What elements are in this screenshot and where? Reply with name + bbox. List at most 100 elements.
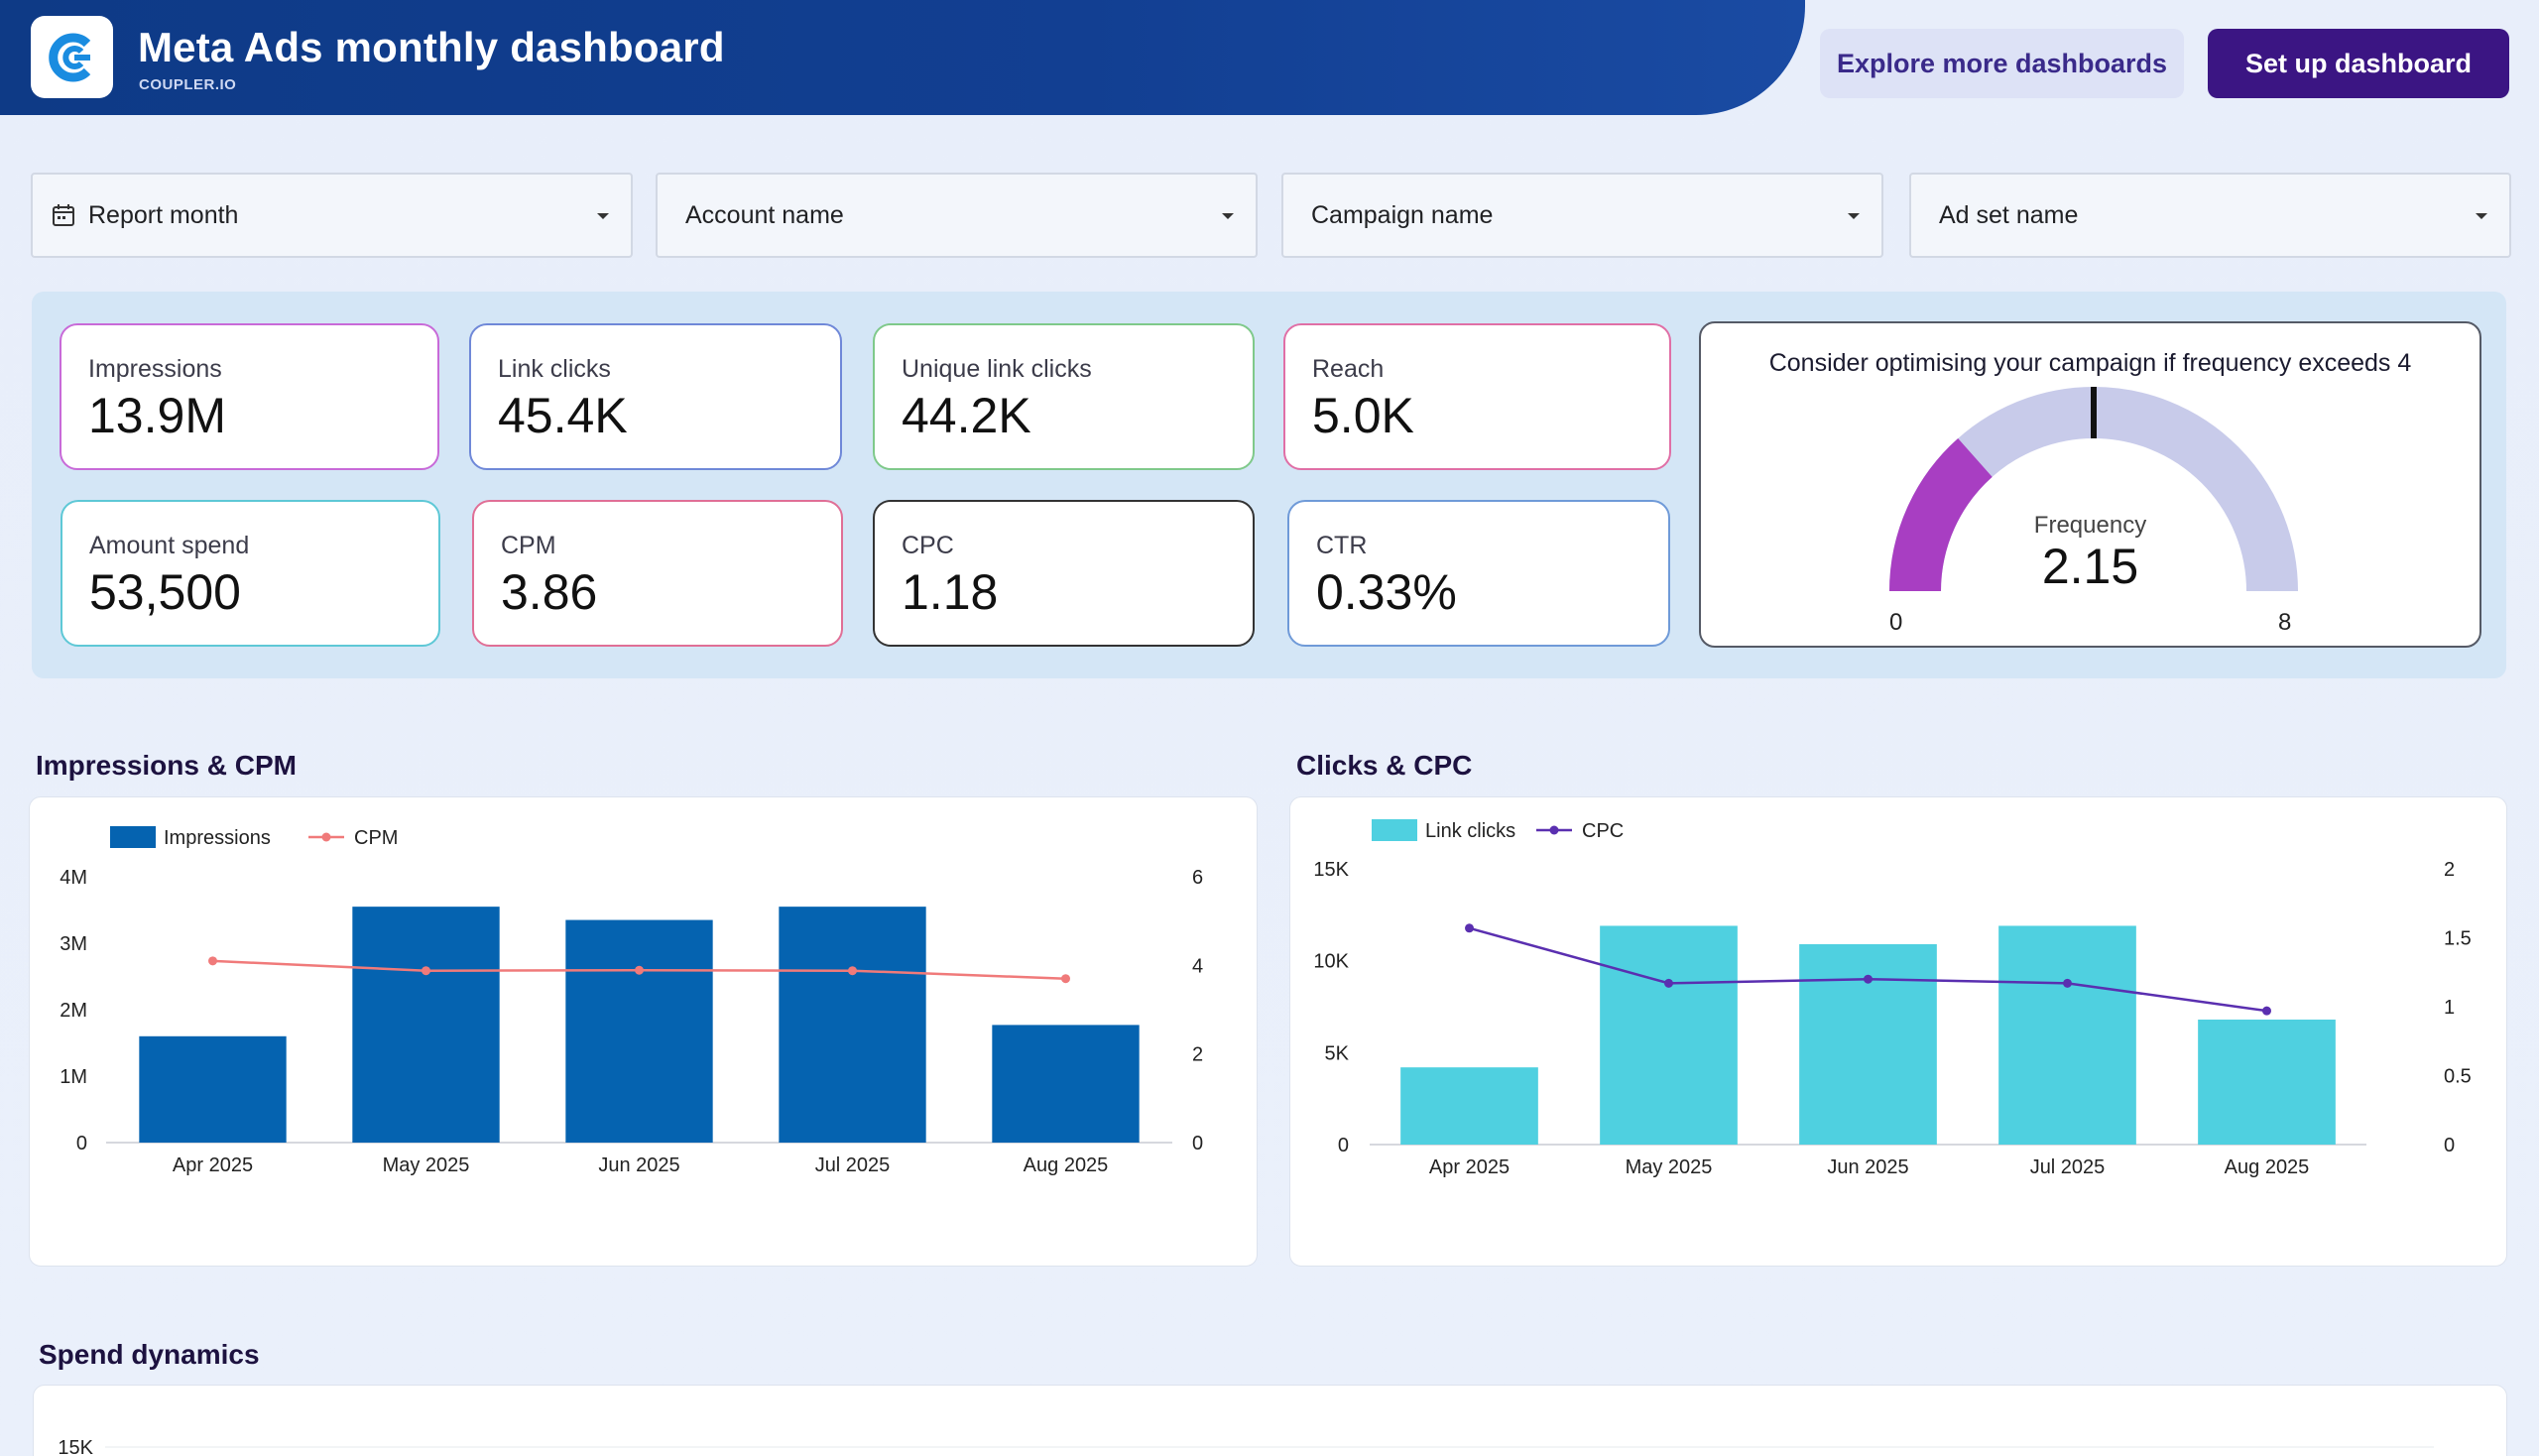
explore-dashboards-button[interactable]: Explore more dashboards bbox=[1820, 29, 2184, 98]
impressions-cpm-title: Impressions & CPM bbox=[36, 750, 297, 781]
x-tick-label: Aug 2025 bbox=[2225, 1156, 2310, 1178]
bar-link-clicks bbox=[1600, 925, 1738, 1145]
bar-impressions bbox=[779, 907, 926, 1143]
y-tick-left: 15K bbox=[58, 1437, 93, 1456]
y-tick-left: 0 bbox=[1338, 1135, 1349, 1156]
kpi-unique-link-clicks: Unique link clicks 44.2K bbox=[873, 323, 1255, 470]
point-cpc bbox=[1864, 974, 1873, 984]
bar-link-clicks bbox=[1799, 943, 1937, 1145]
y-tick-left: 3M bbox=[60, 933, 87, 955]
spend-dynamics-chart: 15K bbox=[58, 1437, 2434, 1456]
filter-label: Report month bbox=[88, 200, 239, 229]
frequency-gauge bbox=[1889, 387, 2298, 592]
dropdown-arrow-icon bbox=[597, 213, 609, 219]
dropdown-arrow-icon bbox=[1222, 213, 1234, 219]
legend-label: CPC bbox=[1582, 820, 1624, 842]
impressions-cpm-chart-card: 0 1M 2M 3M 4M 0 2 4 6 Apr 2025 May 2025 Jun 2025 Jul… bbox=[29, 796, 1258, 1267]
y-tick-right: 0.5 bbox=[2444, 1066, 2472, 1088]
filter-campaign-name[interactable]: Campaign name bbox=[1281, 173, 1883, 258]
spend-dynamics-title: Spend dynamics bbox=[39, 1339, 260, 1370]
y-tick-right: 1 bbox=[2444, 997, 2455, 1019]
point-cpm bbox=[848, 966, 857, 976]
kpi-label: Reach bbox=[1312, 355, 1385, 383]
filter-label: Ad set name bbox=[1939, 200, 2079, 229]
filter-report-month[interactable]: Report month bbox=[31, 173, 633, 258]
legend-label: Link clicks bbox=[1425, 820, 1515, 842]
clicks-cpc-chart-card: 0 5K 10K 15K 0 0.5 1 1.5 2 Apr 2025 May 2025 Jun 20… bbox=[1289, 796, 2507, 1267]
gauge-label: Frequency bbox=[2033, 512, 2147, 539]
kpi-cpm: CPM 3.86 bbox=[472, 500, 843, 647]
dashboard-subtitle: COUPLER.IO bbox=[139, 76, 237, 93]
kpi-label: CPM bbox=[501, 532, 556, 559]
kpi-ctr: CTR 0.33% bbox=[1287, 500, 1670, 647]
y-tick-left: 2M bbox=[60, 1000, 87, 1022]
kpi-value: 3.86 bbox=[501, 564, 598, 620]
kpi-value: 0.33% bbox=[1316, 564, 1457, 620]
y-tick-left: 0 bbox=[76, 1133, 87, 1154]
y-tick-right: 2 bbox=[2444, 859, 2455, 881]
point-cpc bbox=[1664, 978, 1673, 988]
legend-swatch-point bbox=[1549, 825, 1559, 835]
header-banner bbox=[0, 0, 1805, 115]
y-tick-right: 6 bbox=[1192, 867, 1203, 889]
y-tick-left: 5K bbox=[1325, 1042, 1350, 1064]
kpi-label: Amount spend bbox=[89, 532, 250, 559]
filter-label: Campaign name bbox=[1311, 200, 1494, 229]
y-tick-right: 0 bbox=[2444, 1135, 2455, 1156]
kpi-cpc: CPC 1.18 bbox=[873, 500, 1255, 647]
x-tick-label: Jul 2025 bbox=[2030, 1156, 2106, 1178]
y-tick-right: 0 bbox=[1192, 1133, 1203, 1154]
calendar-icon bbox=[53, 204, 74, 226]
gauge-max: 8 bbox=[2278, 609, 2292, 636]
x-tick-label: Aug 2025 bbox=[1024, 1154, 1109, 1176]
legend-label: CPM bbox=[354, 827, 398, 849]
x-tick-label: Jul 2025 bbox=[815, 1154, 891, 1176]
y-tick-right: 2 bbox=[1192, 1044, 1203, 1066]
dashboard-title: Meta Ads monthly dashboard bbox=[138, 24, 725, 70]
y-tick-left: 1M bbox=[60, 1066, 87, 1088]
bar-link-clicks bbox=[1400, 1067, 1538, 1145]
impressions-cpm-chart: 0 1M 2M 3M 4M 0 2 4 6 Apr 2025 May 2025 Jun 2025 Jul… bbox=[60, 826, 1203, 1176]
x-tick-label: Apr 2025 bbox=[173, 1154, 253, 1176]
set-up-dashboard-button[interactable]: Set up dashboard bbox=[2208, 29, 2509, 98]
filter-ad-set-name[interactable]: Ad set name bbox=[1909, 173, 2511, 258]
y-tick-left: 10K bbox=[1313, 951, 1349, 973]
legend-label: Impressions bbox=[164, 827, 271, 849]
kpi-value: 5.0K bbox=[1312, 388, 1414, 443]
kpi-label: Link clicks bbox=[498, 355, 611, 383]
point-cpm bbox=[635, 965, 644, 975]
kpi-link-clicks: Link clicks 45.4K bbox=[469, 323, 842, 470]
point-cpc bbox=[2262, 1006, 2271, 1016]
kpi-label: Impressions bbox=[88, 355, 222, 383]
point-cpm bbox=[422, 966, 430, 976]
kpi-value: 1.18 bbox=[902, 564, 999, 620]
kpi-label: Unique link clicks bbox=[902, 355, 1092, 383]
gauge-value: 2.15 bbox=[2041, 539, 2139, 594]
bar-impressions bbox=[565, 919, 713, 1143]
bar-link-clicks bbox=[2198, 1019, 2336, 1145]
x-tick-label: Jun 2025 bbox=[1827, 1156, 1908, 1178]
coupler-logo-icon bbox=[48, 33, 90, 81]
legend-swatch-point bbox=[321, 832, 331, 842]
legend-swatch-bar bbox=[110, 826, 156, 848]
x-tick-label: Jun 2025 bbox=[598, 1154, 679, 1176]
clicks-cpc-chart: 0 5K 10K 15K 0 0.5 1 1.5 2 Apr 2025 May 2025 Jun 20… bbox=[1313, 819, 2472, 1178]
x-tick-label: Apr 2025 bbox=[1429, 1156, 1510, 1178]
kpi-reach: Reach 5.0K bbox=[1283, 323, 1671, 470]
kpi-value: 44.2K bbox=[902, 388, 1031, 443]
filter-account-name[interactable]: Account name bbox=[656, 173, 1258, 258]
gauge-note: Consider optimising your campaign if fre… bbox=[1768, 349, 2412, 377]
kpi-value: 53,500 bbox=[89, 564, 241, 620]
dropdown-arrow-icon bbox=[1848, 213, 1860, 219]
frequency-gauge-card: Consider optimising your campaign if fre… bbox=[1699, 321, 2481, 648]
y-tick-left: 4M bbox=[60, 867, 87, 889]
kpi-impressions: Impressions 13.9M bbox=[60, 323, 439, 470]
y-tick-right: 1.5 bbox=[2444, 928, 2472, 950]
gauge-min: 0 bbox=[1889, 609, 1903, 636]
x-tick-label: May 2025 bbox=[1626, 1156, 1713, 1178]
y-tick-left: 15K bbox=[1313, 859, 1349, 881]
filter-label: Account name bbox=[685, 200, 844, 229]
point-cpc bbox=[2063, 978, 2072, 988]
kpi-value: 45.4K bbox=[498, 388, 628, 443]
x-tick-label: May 2025 bbox=[383, 1154, 470, 1176]
